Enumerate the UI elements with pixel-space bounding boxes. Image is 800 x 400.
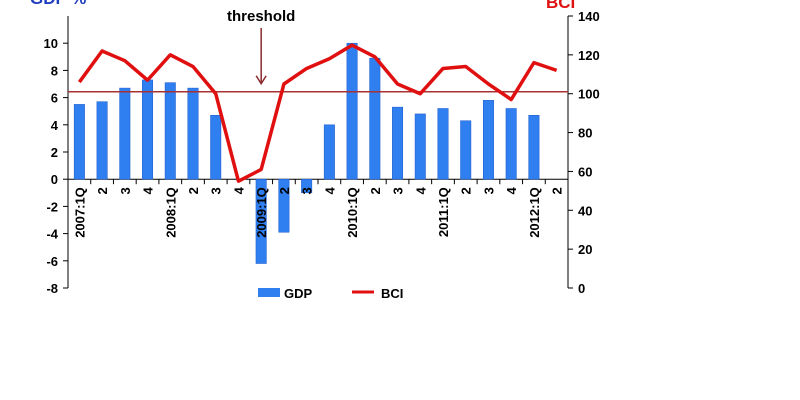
gdp-bar <box>278 178 290 233</box>
left-tick-label: 10 <box>44 36 58 51</box>
gdp-bar <box>460 120 472 180</box>
gdp-bar <box>187 87 199 180</box>
gdp-bar <box>392 106 404 180</box>
left-axis-title: GDP % <box>30 0 86 8</box>
left-tick-label: -6 <box>46 254 58 269</box>
legend: GDP BCI <box>258 286 403 301</box>
right-tick-label: 0 <box>578 281 585 296</box>
left-tick-label: 6 <box>51 91 58 106</box>
right-tick-label: 140 <box>578 9 600 24</box>
gdp-bar <box>301 178 313 194</box>
category-label: 4 <box>141 186 156 194</box>
legend-gdp-label: GDP <box>284 286 313 301</box>
right-tick-label: 120 <box>578 48 600 63</box>
gdp-bar <box>369 57 381 180</box>
category-label: 2 <box>95 187 110 194</box>
gdp-bar <box>482 100 494 180</box>
category-label: 2012:1Q <box>527 187 542 238</box>
gdp-bar <box>323 124 335 180</box>
gdp-bar <box>119 87 131 180</box>
category-label: 2009:1Q <box>254 187 269 238</box>
left-tick-label: 2 <box>51 145 58 160</box>
category-labels: 2007:1Q 2 3 4 2008:1Q 2 3 4 2009:1Q 2 3 4 2010:1Q 2 3 4… <box>72 186 564 237</box>
right-axis-title: BCI <box>546 0 575 12</box>
threshold-label: threshold <box>227 8 295 25</box>
gdp-bar <box>437 108 449 180</box>
category-label: 3 <box>118 187 133 194</box>
left-tick-label: -8 <box>46 281 58 296</box>
gdp-bar <box>96 101 108 180</box>
legend-gdp-swatch <box>258 288 280 297</box>
category-label: 4 <box>322 186 337 194</box>
gdp-bar <box>505 108 517 180</box>
category-label: 2 <box>368 187 383 194</box>
category-label: 3 <box>300 187 315 194</box>
left-tick-label: 8 <box>51 63 58 78</box>
category-label: 2 <box>550 187 565 194</box>
right-tick-label: 80 <box>578 126 592 141</box>
category-label: 4 <box>231 186 246 194</box>
right-tick-label: 40 <box>578 203 592 218</box>
axes <box>63 15 573 289</box>
category-label: 3 <box>391 187 406 194</box>
gdp-bar <box>142 79 154 180</box>
category-label: 2 <box>459 187 474 194</box>
category-label: 3 <box>481 187 496 194</box>
left-tick-label: 4 <box>51 118 59 133</box>
gdp-bars <box>73 42 540 264</box>
gdp-bar <box>164 82 176 180</box>
threshold-annotation: threshold <box>227 8 295 86</box>
gdp-bar <box>73 104 85 180</box>
category-label: 4 <box>504 186 519 194</box>
left-tick-label: 0 <box>51 172 58 187</box>
gdp-bar <box>255 178 267 264</box>
category-label: 3 <box>209 187 224 194</box>
gdp-bar <box>346 42 358 180</box>
category-label: 2 <box>186 187 201 194</box>
left-tick-label: -2 <box>46 199 58 214</box>
gdp-bar <box>528 115 540 180</box>
category-label: 2010:1Q <box>345 187 360 238</box>
left-tick-label: -4 <box>46 227 58 242</box>
category-label: 2008:1Q <box>163 187 178 238</box>
bci-line <box>77 43 558 183</box>
right-tick-label: 100 <box>578 87 600 102</box>
category-label: 2007:1Q <box>72 187 87 238</box>
category-label: 2011:1Q <box>436 187 451 237</box>
gdp-bar <box>210 115 222 180</box>
category-label: 2 <box>277 187 292 194</box>
threshold-arrow-head <box>255 75 267 86</box>
right-tick-label: 20 <box>578 242 592 257</box>
gdp-bar <box>414 113 426 180</box>
right-tick-label: 60 <box>578 164 592 179</box>
category-label: 4 <box>413 186 428 194</box>
legend-bci-label: BCI <box>381 286 403 301</box>
